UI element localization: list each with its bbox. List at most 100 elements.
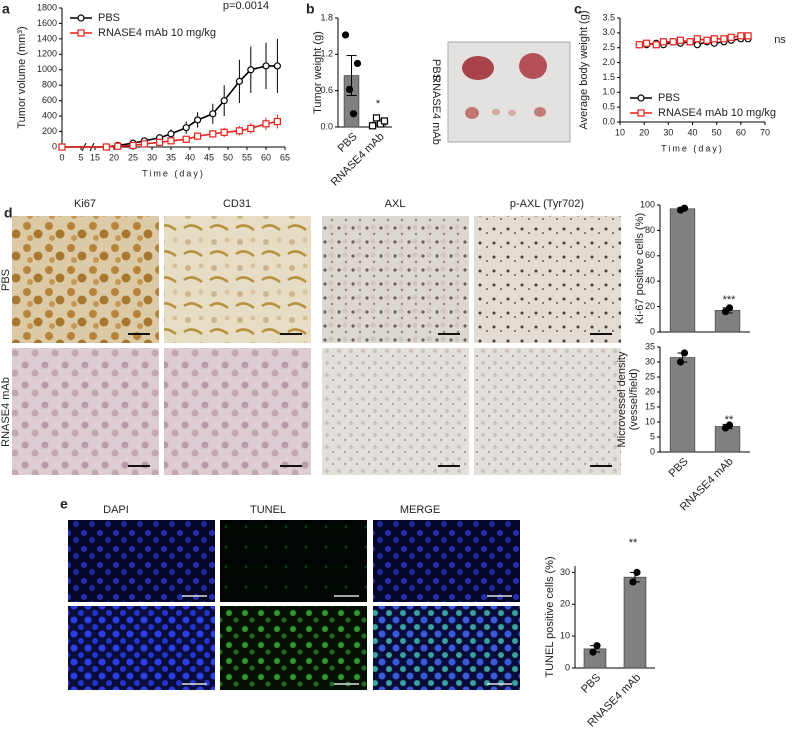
y-tick-label: 30 xyxy=(560,567,570,577)
bar xyxy=(669,357,696,453)
y-axis-label: Tumor volume (mm³) xyxy=(16,26,28,128)
y-axis-label: TUNEL positive cells (%) xyxy=(544,556,556,677)
marker xyxy=(114,142,122,150)
y-tick-label: 600 xyxy=(42,95,57,105)
column-label: DAPI xyxy=(103,504,129,516)
panel-letter: e xyxy=(60,496,68,512)
y-tick-label: 1.2 xyxy=(320,49,333,59)
photo-row-label: PBS xyxy=(430,59,442,81)
marker xyxy=(77,14,85,22)
y-tick-label: 1800 xyxy=(37,2,57,12)
y-tick-label: 0.6 xyxy=(320,85,333,95)
micrograph xyxy=(12,348,159,475)
y-tick-label: 0 xyxy=(650,446,655,456)
marker xyxy=(642,39,651,47)
panel-letter: c xyxy=(574,1,582,17)
y-tick-label: 25 xyxy=(645,371,655,381)
y-tick-label: 30 xyxy=(645,356,655,366)
marker xyxy=(693,35,701,43)
marker xyxy=(156,138,164,146)
legend-label: RNASE4 mAb 10 mg/kg xyxy=(658,107,776,119)
x-axis-label: Time (day) xyxy=(661,143,724,153)
column-label: Ki67 xyxy=(74,198,96,210)
y-tick-label: 2.5 xyxy=(602,42,615,52)
marker xyxy=(368,122,377,130)
y-tick-label: 0.0 xyxy=(320,121,333,131)
photo-row-label: RNASE4 mAb xyxy=(430,75,442,145)
marker xyxy=(209,110,217,118)
annotation: ** xyxy=(725,414,734,426)
micrograph xyxy=(220,606,367,690)
marker xyxy=(273,62,281,70)
column-label: CD31 xyxy=(223,198,251,210)
x-tick-label: 50 xyxy=(712,127,722,137)
marker xyxy=(77,29,85,37)
x-tick-label: 70 xyxy=(760,127,770,137)
x-tick-label: 30 xyxy=(663,127,673,137)
column-label: TUNEL xyxy=(250,504,286,516)
y-tick-label: 0 xyxy=(565,662,570,672)
marker xyxy=(349,110,358,118)
x-tick-label: 65 xyxy=(280,152,290,162)
marker xyxy=(693,41,701,49)
x-tick-label: 5 xyxy=(78,152,83,162)
marker xyxy=(353,59,362,68)
x-tick-label: 10 xyxy=(615,127,625,137)
marker xyxy=(262,120,270,128)
chart: 0 20 40 60 80 100 Ki-67 positive cells (%) *** xyxy=(634,199,750,336)
y-axis-label: Ki-67 positive cells (%) xyxy=(634,213,646,324)
x-tick-label: 20 xyxy=(639,127,649,137)
marker xyxy=(720,35,728,43)
x-tick-label: 50 xyxy=(223,152,233,162)
column-label: AXL xyxy=(385,198,406,210)
marker xyxy=(676,358,685,366)
panel-letter: b xyxy=(306,1,315,17)
y-tick-label: 3.0 xyxy=(602,27,615,37)
marker xyxy=(58,143,66,151)
marker xyxy=(235,127,243,135)
marker xyxy=(247,66,255,74)
y-tick-label: 3.5 xyxy=(602,12,615,22)
marker xyxy=(209,130,217,138)
micrograph xyxy=(373,606,520,690)
marker xyxy=(140,140,148,148)
y-tick-label: 10 xyxy=(560,631,570,641)
marker xyxy=(635,41,643,49)
micrograph xyxy=(164,348,311,475)
tumor xyxy=(465,107,479,119)
y-tick-label: 2.0 xyxy=(602,57,615,67)
x-tick-label: 20 xyxy=(109,152,119,162)
x-tick-label: 60 xyxy=(261,152,271,162)
y-tick-label: 100 xyxy=(640,199,655,209)
panel-letter: a xyxy=(2,1,10,17)
y-tick-label: 10 xyxy=(645,416,655,426)
marker xyxy=(593,642,601,650)
y-tick-label: 400 xyxy=(42,110,57,120)
marker xyxy=(710,35,718,43)
x-tick-label: PBS xyxy=(336,131,360,155)
annotation: *** xyxy=(723,294,737,306)
micrograph xyxy=(474,216,621,343)
marker xyxy=(680,349,689,357)
x-tick-label: 30 xyxy=(147,152,157,162)
x-tick-label: 0 xyxy=(59,152,64,162)
row-label: PBS xyxy=(0,269,12,291)
bar xyxy=(669,208,696,333)
micrographs-d: d Ki67 CD31 AXL p-AXL (Tyr702) PBS RNASE… xyxy=(0,198,621,475)
marker xyxy=(637,109,645,117)
marker xyxy=(629,578,637,586)
marker xyxy=(129,141,137,150)
marker xyxy=(167,137,175,145)
y-tick-label: 20 xyxy=(645,301,655,311)
micrograph xyxy=(68,606,215,690)
y-tick-label: 60 xyxy=(645,250,655,260)
marker xyxy=(737,32,745,40)
y-tick-label: 20 xyxy=(560,599,570,609)
tumor xyxy=(492,109,500,115)
annotation: * xyxy=(376,98,381,110)
tumor-photo xyxy=(447,41,571,143)
marker xyxy=(725,421,734,429)
y-tick-label: 1.0 xyxy=(602,87,615,97)
